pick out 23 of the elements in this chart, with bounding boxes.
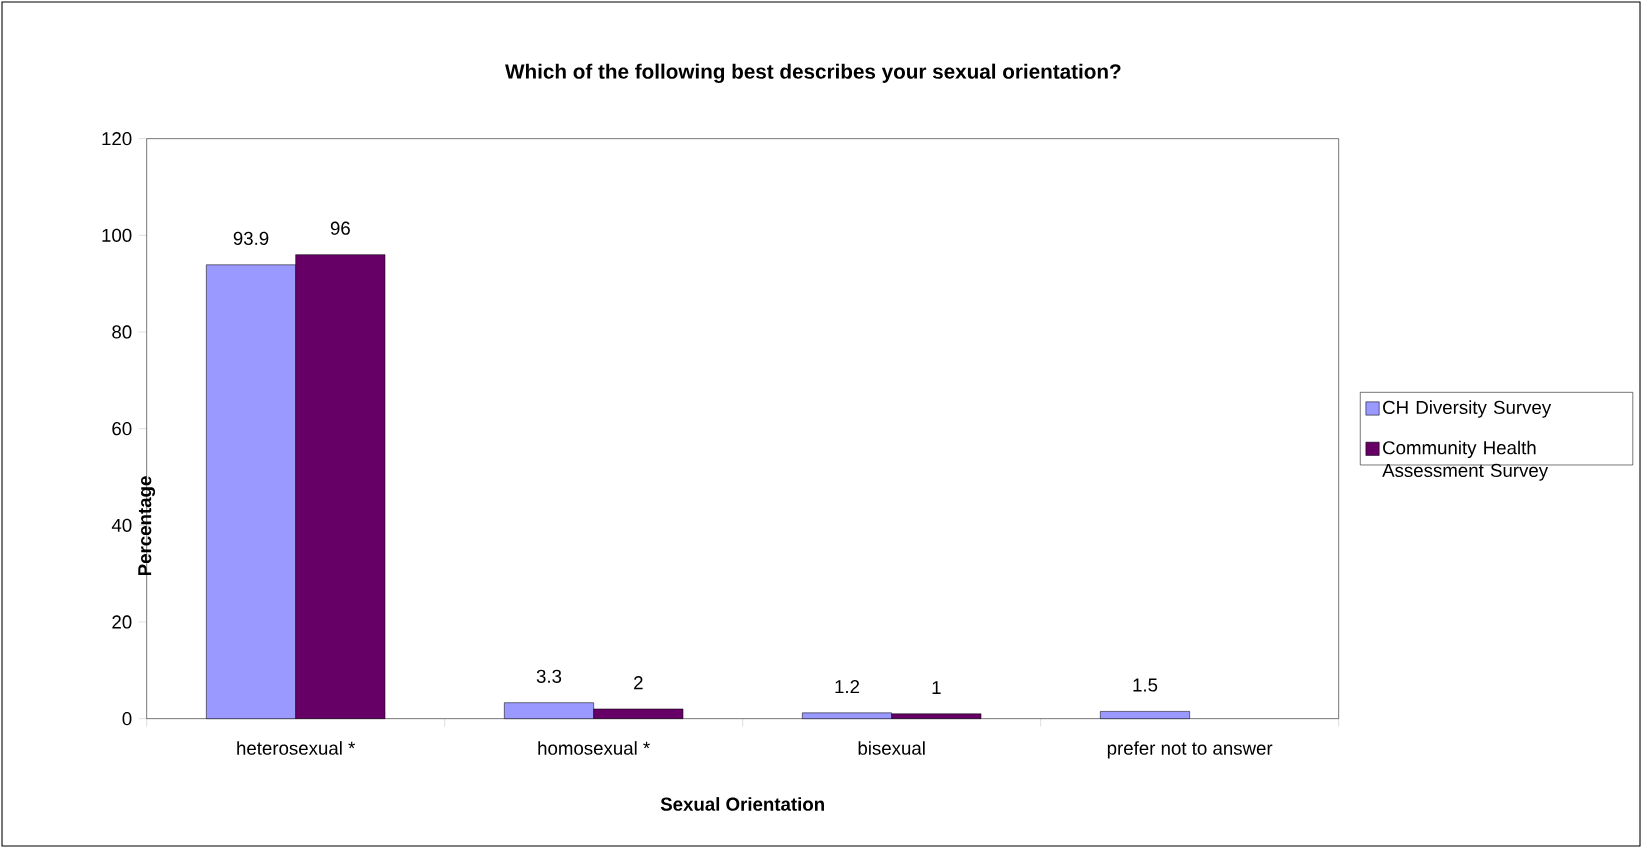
y-axis-title: Percentage: [138, 476, 156, 576]
y-tick-label: 40: [111, 518, 132, 532]
data-label: 3.3: [536, 669, 562, 683]
data-label: 1.2: [835, 679, 860, 694]
data-label: 93.9: [233, 231, 269, 245]
data-label: 2: [634, 676, 643, 690]
x-tick-label: prefer not to answer: [1107, 741, 1273, 759]
legend-label: Community Health Assessment Survey: [1382, 440, 1549, 481]
data-label: 1: [932, 681, 941, 694]
x-tick-label: bisexual: [858, 741, 925, 755]
y-tick-label: 60: [112, 422, 132, 436]
x-tick-label: heterosexual *: [237, 741, 356, 755]
data-label: 96: [330, 221, 350, 235]
chart-title: Which of the following best describes your sexual orientation?: [505, 63, 1121, 83]
y-tick-label: 20: [112, 615, 132, 629]
legend-label: CH Diversity Survey: [1383, 400, 1552, 418]
y-tick-label: 100: [102, 228, 132, 242]
y-tick-label: 0: [122, 712, 132, 726]
y-tick-label: 80: [112, 325, 132, 339]
data-label: 1.5: [1133, 678, 1158, 692]
x-tick-label: homosexual *: [538, 741, 650, 755]
x-axis-title: Sexual Orientation: [660, 797, 824, 811]
y-tick-label: 120: [102, 132, 132, 146]
